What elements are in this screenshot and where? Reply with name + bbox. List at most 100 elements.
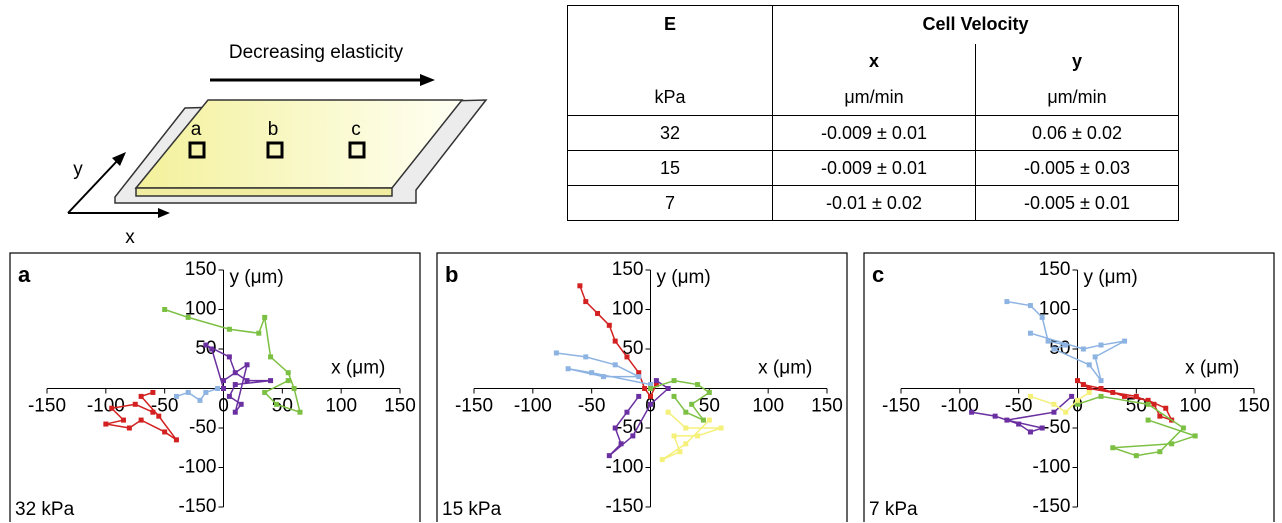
track-point bbox=[595, 310, 601, 316]
track-point bbox=[683, 425, 689, 431]
panel-note: 15 kPa bbox=[442, 499, 502, 520]
trajectory bbox=[579, 285, 658, 398]
y-tick-label: -50 bbox=[1043, 417, 1070, 438]
y-tick-label: -150 bbox=[605, 496, 643, 517]
track-point bbox=[1098, 342, 1104, 348]
track-point bbox=[209, 346, 215, 352]
track-point bbox=[1075, 378, 1080, 384]
track-point bbox=[1027, 303, 1033, 309]
x-tick-label: -150 bbox=[455, 396, 493, 417]
track-point bbox=[1145, 397, 1151, 403]
y-tick-label: 50 bbox=[195, 338, 216, 359]
track-point bbox=[612, 425, 618, 431]
track-point bbox=[624, 354, 630, 360]
track-point bbox=[1145, 417, 1151, 423]
track-point bbox=[203, 389, 209, 395]
y-tick-label: -150 bbox=[178, 496, 216, 517]
trajectory bbox=[176, 387, 218, 402]
spot bbox=[188, 141, 206, 159]
x-tick-label: 100 bbox=[1179, 396, 1211, 417]
track-point bbox=[1098, 386, 1104, 391]
track-point bbox=[273, 401, 279, 407]
track-point bbox=[185, 389, 191, 395]
track-point bbox=[109, 405, 115, 411]
track-point bbox=[215, 386, 221, 391]
trajectory bbox=[650, 379, 711, 422]
track-point bbox=[232, 409, 238, 415]
track-point bbox=[1004, 299, 1010, 305]
track-point bbox=[238, 401, 244, 407]
track-point bbox=[636, 370, 642, 376]
track-point bbox=[138, 393, 144, 399]
cell: 7 bbox=[567, 185, 773, 221]
cell: -0.009 ± 0.01 bbox=[772, 115, 976, 151]
track-point bbox=[268, 378, 274, 384]
track-point bbox=[630, 433, 636, 439]
header: y bbox=[975, 43, 1179, 80]
track-point bbox=[1027, 393, 1033, 399]
x-tick-label: -150 bbox=[882, 396, 920, 417]
x-axis-label: x (μm) bbox=[758, 358, 812, 379]
header: E bbox=[567, 5, 773, 44]
y-tick-label: 150 bbox=[1039, 259, 1071, 280]
row: 7 -0.01 ± 0.02 -0.005 ± 0.01 bbox=[567, 185, 1179, 221]
track-point bbox=[1086, 389, 1092, 395]
track-point bbox=[1039, 314, 1045, 320]
track-point bbox=[1151, 401, 1157, 407]
track-point bbox=[1092, 354, 1098, 360]
track-point bbox=[606, 453, 612, 459]
spot-label: a bbox=[191, 119, 202, 140]
track-point bbox=[992, 413, 998, 419]
track-point bbox=[1045, 338, 1051, 344]
track-point bbox=[1004, 417, 1010, 423]
cell: 32 bbox=[567, 115, 773, 151]
track-point bbox=[612, 338, 618, 344]
track-point bbox=[221, 386, 226, 391]
y-tick-label: -50 bbox=[616, 417, 643, 438]
row: 15 -0.009 ± 0.01 -0.005 ± 0.03 bbox=[567, 150, 1179, 186]
arrow-head bbox=[420, 74, 435, 86]
track-point bbox=[285, 370, 291, 376]
track-point bbox=[1086, 386, 1092, 391]
cell: -0.01 ± 0.02 bbox=[772, 185, 976, 221]
track-point bbox=[1133, 453, 1139, 459]
track-point bbox=[268, 354, 274, 360]
row: 32 -0.009 ± 0.01 0.06 ± 0.02 bbox=[567, 115, 1179, 151]
cell: -0.009 ± 0.01 bbox=[772, 150, 976, 186]
cell: -0.005 ± 0.01 bbox=[975, 185, 1179, 221]
panel-frame bbox=[436, 252, 848, 522]
x-tick-label: -50 bbox=[1005, 396, 1032, 417]
x-tick-label: 50 bbox=[699, 396, 720, 417]
track-point bbox=[1027, 429, 1033, 435]
track-point bbox=[706, 389, 712, 395]
x-tick-label: -50 bbox=[151, 396, 178, 417]
trajectory bbox=[1077, 395, 1198, 457]
track-point bbox=[636, 393, 642, 399]
track-point bbox=[162, 429, 168, 435]
axis-label: x bbox=[125, 227, 135, 248]
track-point bbox=[1075, 401, 1080, 407]
track-point bbox=[665, 386, 671, 391]
track-point bbox=[706, 417, 712, 423]
y-tick-label: 100 bbox=[612, 299, 644, 320]
arrow-head bbox=[158, 208, 170, 218]
track-point bbox=[612, 362, 618, 368]
diagram-title: Decreasing elasticity bbox=[229, 42, 404, 63]
track-point bbox=[618, 441, 624, 447]
track-point bbox=[553, 350, 559, 356]
track-point bbox=[648, 386, 653, 391]
cell bbox=[567, 43, 773, 80]
track-point bbox=[683, 441, 689, 447]
track-point bbox=[1192, 433, 1198, 439]
y-axis-label: y (μm) bbox=[657, 267, 711, 288]
panel-label: b bbox=[445, 262, 458, 287]
panel-note: 7 kPa bbox=[869, 499, 918, 520]
track-point bbox=[1163, 405, 1169, 411]
y-tick-label: -100 bbox=[178, 457, 216, 478]
trajectory bbox=[661, 411, 722, 461]
y-tick-label: -50 bbox=[189, 417, 216, 438]
track-point bbox=[1110, 389, 1116, 395]
panel-label: a bbox=[18, 262, 31, 287]
y-tick-label: -150 bbox=[1032, 496, 1070, 517]
